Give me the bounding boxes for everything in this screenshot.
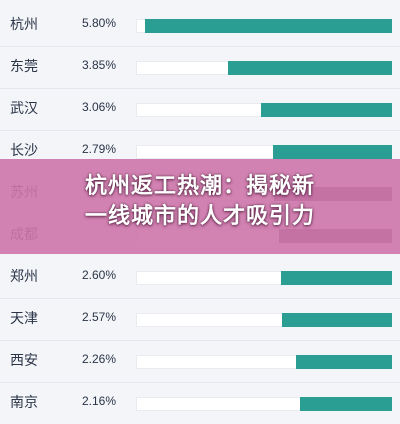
bar-fill bbox=[296, 355, 392, 369]
title-banner bbox=[0, 159, 400, 254]
list-item: 南京 2.16% bbox=[0, 382, 400, 424]
city-name: 郑州 bbox=[10, 269, 38, 285]
divider bbox=[0, 130, 400, 131]
bar-track bbox=[136, 397, 392, 411]
list-item: 天津 2.57% bbox=[0, 298, 400, 340]
city-name: 东莞 bbox=[10, 59, 38, 75]
list-item: 长沙 2.79% bbox=[0, 130, 400, 172]
percent-value: 3.85% bbox=[82, 58, 117, 72]
list-item: 郑州 2.60% bbox=[0, 256, 400, 298]
bar-track bbox=[136, 271, 392, 285]
divider bbox=[0, 382, 400, 383]
city-name: 南京 bbox=[10, 395, 38, 411]
percent-value: 2.16% bbox=[82, 394, 117, 408]
divider bbox=[0, 46, 400, 47]
list-item: 西安 2.26% bbox=[0, 340, 400, 382]
percent-value: 2.26% bbox=[82, 352, 117, 366]
bar-track bbox=[136, 103, 392, 117]
list-item: 东莞 3.85% bbox=[0, 46, 400, 88]
banner-title-line-1: 杭州返工热潮：揭秘新 bbox=[84, 174, 315, 199]
bar-fill bbox=[273, 145, 392, 159]
bar-fill bbox=[282, 313, 392, 327]
percent-value: 2.60% bbox=[82, 268, 117, 282]
divider bbox=[0, 298, 400, 299]
bar-track bbox=[136, 19, 392, 33]
percent-value: 2.79% bbox=[82, 142, 117, 156]
bar-fill bbox=[261, 103, 392, 117]
percent-value: 5.80% bbox=[82, 16, 117, 30]
bar-fill bbox=[281, 271, 392, 285]
bar-fill bbox=[300, 397, 392, 411]
city-name: 长沙 bbox=[10, 143, 38, 159]
banner-title: 杭州返工热潮：揭秘新 一线城市的人才吸引力 bbox=[0, 172, 400, 232]
list-item: 杭州 5.80% bbox=[0, 4, 400, 46]
city-name: 杭州 bbox=[10, 17, 38, 33]
bar-track bbox=[136, 145, 392, 159]
divider bbox=[0, 340, 400, 341]
bar-fill bbox=[145, 19, 392, 33]
percent-value: 3.06% bbox=[82, 100, 117, 114]
percent-value: 2.57% bbox=[82, 310, 117, 324]
city-name: 西安 bbox=[10, 353, 38, 369]
bar-track bbox=[136, 61, 392, 75]
city-name: 武汉 bbox=[10, 101, 38, 117]
bar-fill bbox=[228, 61, 392, 75]
divider bbox=[0, 88, 400, 89]
bar-track bbox=[136, 355, 392, 369]
city-name: 天津 bbox=[10, 311, 38, 327]
list-item: 武汉 3.06% bbox=[0, 88, 400, 130]
bar-track bbox=[136, 313, 392, 327]
banner-title-line-2: 一线城市的人才吸引力 bbox=[84, 204, 315, 229]
